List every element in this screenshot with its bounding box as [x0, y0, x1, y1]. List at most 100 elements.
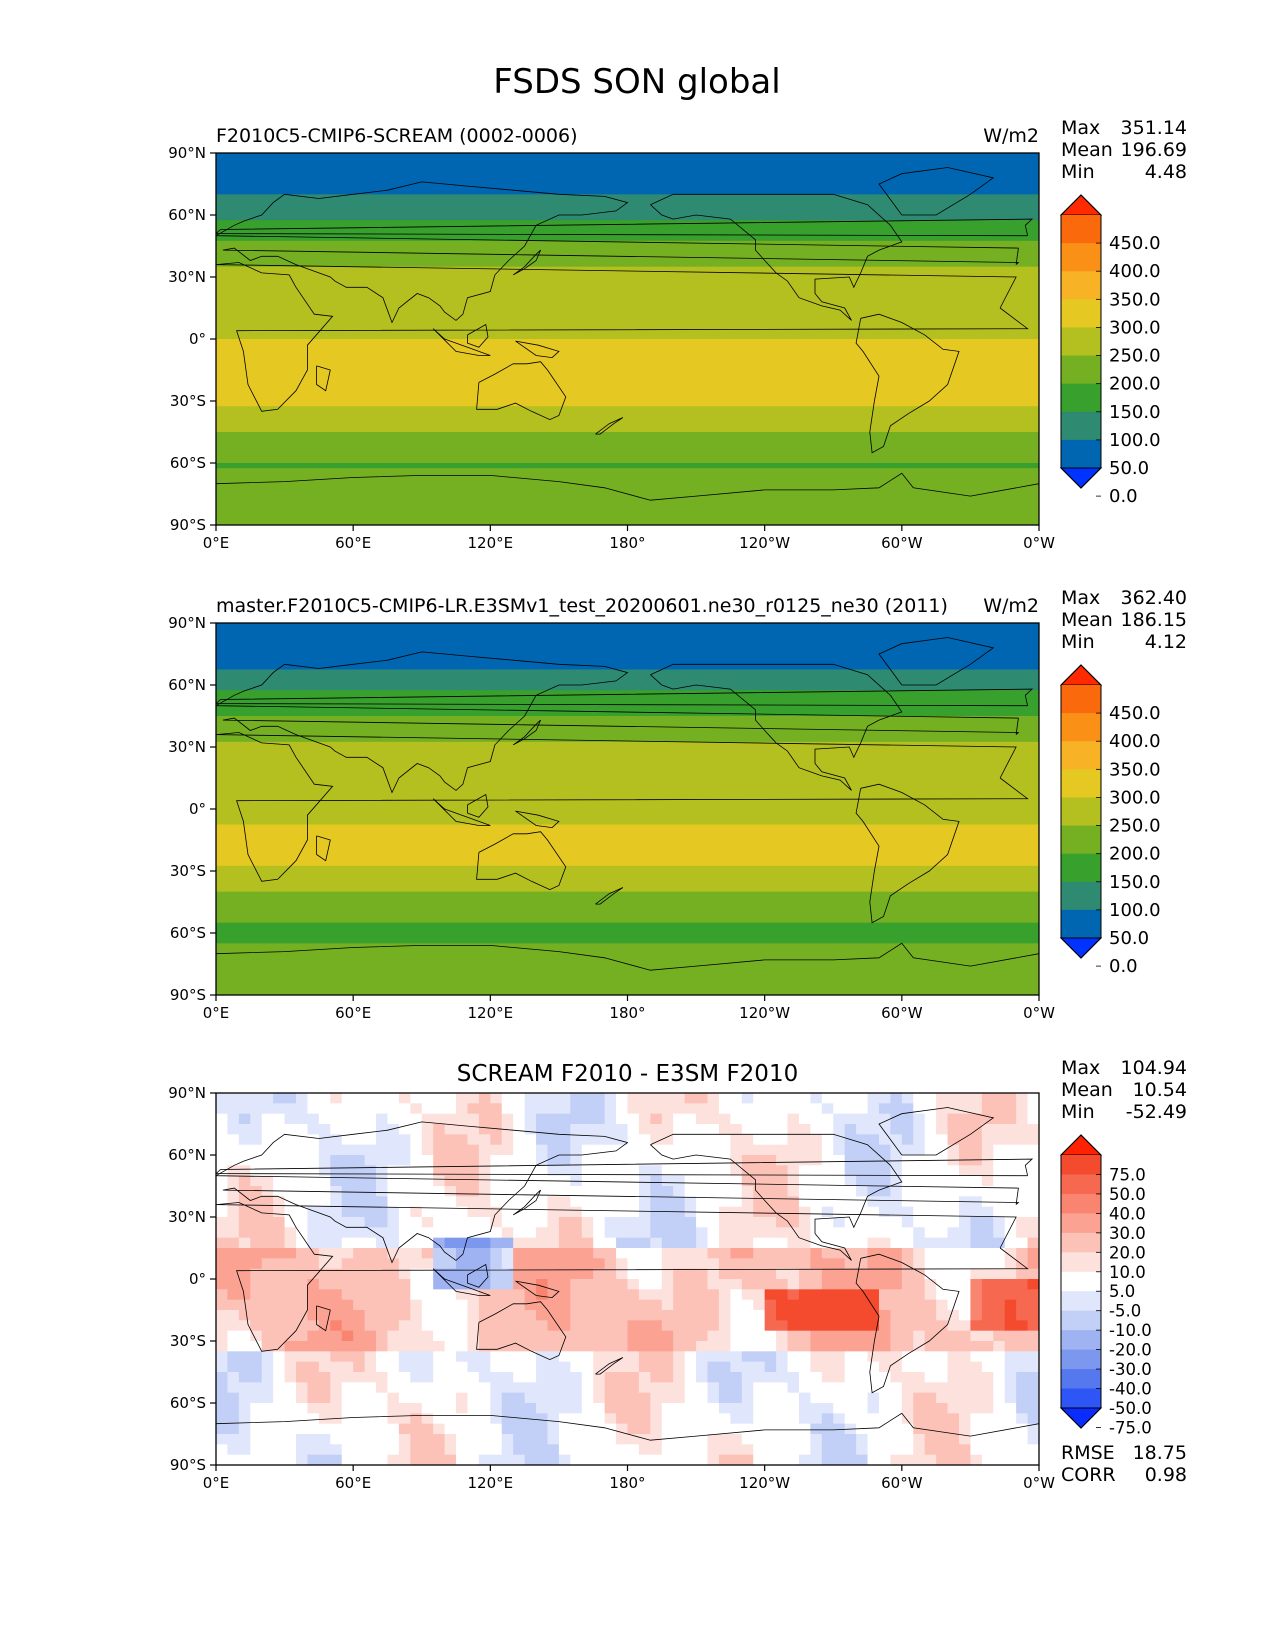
contour-cell: [1016, 1103, 1029, 1115]
contour-cell: [570, 1444, 583, 1456]
contour-band: [216, 209, 1039, 216]
contour-cell: [856, 1392, 869, 1404]
contour-cell: [718, 1403, 731, 1414]
contour-cell: [456, 1103, 468, 1115]
contour-cell: [398, 1392, 411, 1404]
contour-cell: [227, 1155, 240, 1166]
contour-cell: [707, 1341, 720, 1352]
contour-cell: [718, 1227, 731, 1239]
colorbar-extend-top: [1059, 1134, 1103, 1156]
contour-cell: [318, 1361, 331, 1373]
contour-cell: [627, 1434, 640, 1445]
contour-cell: [878, 1124, 891, 1135]
contour-cell: [844, 1279, 857, 1290]
contour-cell: [616, 1310, 628, 1321]
contour-cell: [764, 1341, 777, 1352]
contour-cell: [730, 1330, 743, 1342]
contour-cell: [993, 1413, 1006, 1425]
contour-cell: [821, 1310, 834, 1321]
contour-cell: [776, 1258, 789, 1270]
contour-cell: [901, 1320, 914, 1332]
contour-cell: [387, 1186, 400, 1197]
contour-cell: [490, 1113, 503, 1125]
contour-cell: [410, 1237, 423, 1249]
contour-band: [216, 240, 1039, 247]
contour-cell: [810, 1382, 823, 1394]
contour-cell: [798, 1361, 811, 1373]
contour-cell: [798, 1258, 811, 1270]
contour-cell: [981, 1382, 994, 1394]
contour-cell: [787, 1434, 800, 1445]
contour-cell: [433, 1351, 446, 1363]
contour-cell: [444, 1258, 457, 1270]
contour-cell: [936, 1124, 949, 1135]
contour-cell: [924, 1403, 937, 1414]
contour-cell: [764, 1186, 777, 1197]
contour-band: [216, 323, 1039, 330]
contour-cell: [227, 1103, 240, 1115]
contour-cell: [296, 1258, 308, 1270]
contour-cell: [376, 1186, 388, 1197]
contour-cell: [981, 1165, 994, 1177]
contour-cell: [810, 1403, 823, 1414]
contour-cell: [947, 1165, 960, 1177]
contour-cell: [936, 1217, 949, 1228]
contour-cell: [478, 1434, 491, 1445]
contour-cell: [1027, 1413, 1039, 1425]
contour-cell: [798, 1155, 811, 1166]
contour-cell: [467, 1113, 480, 1125]
contour-cell: [581, 1434, 594, 1445]
contour-cell: [547, 1237, 560, 1249]
contour-cell: [353, 1320, 366, 1332]
contour-cell: [558, 1289, 571, 1301]
contour-cell: [524, 1403, 537, 1414]
contour-band: [216, 246, 1039, 252]
contour-cell: [421, 1372, 434, 1383]
contour-cell: [444, 1423, 457, 1435]
contour-cell: [216, 1248, 228, 1259]
contour-cell: [501, 1361, 514, 1373]
panel-units: W/m2: [983, 595, 1039, 617]
contour-cell: [364, 1268, 377, 1280]
contour-cell: [547, 1299, 560, 1311]
contour-cell: [364, 1320, 377, 1332]
contour-cell: [410, 1165, 423, 1177]
contour-cell: [478, 1248, 491, 1259]
contour-cell: [718, 1258, 731, 1270]
contour-cell: [741, 1382, 754, 1394]
contour-cell: [604, 1113, 617, 1125]
contour-band: [216, 292, 1039, 299]
contour-cell: [330, 1351, 343, 1363]
contour-cell: [696, 1155, 709, 1166]
contour-cell: [284, 1310, 297, 1321]
contour-cell: [410, 1403, 423, 1414]
contour-cell: [433, 1403, 446, 1414]
contour-cell: [810, 1155, 823, 1166]
contour-cell: [890, 1248, 903, 1259]
contour-cell: [810, 1341, 823, 1352]
contour-cell: [558, 1206, 571, 1218]
contour-cell: [433, 1382, 446, 1394]
contour-cell: [1027, 1268, 1039, 1280]
contour-cell: [216, 1392, 228, 1404]
contour-cell: [513, 1124, 526, 1135]
contour-cell: [787, 1258, 800, 1270]
contour-cell: [513, 1155, 526, 1166]
contour-cell: [627, 1454, 640, 1465]
contour-band: [216, 731, 1039, 738]
contour-cell: [684, 1144, 697, 1156]
colorbar-label: -50.0: [1109, 1399, 1152, 1418]
contour-cell: [947, 1206, 960, 1218]
contour-cell: [616, 1341, 628, 1352]
contour-cell: [878, 1351, 891, 1363]
contour-cell: [913, 1206, 926, 1218]
contour-cell: [718, 1165, 731, 1177]
contour-cell: [638, 1206, 651, 1218]
contour-cell: [364, 1310, 377, 1321]
contour-cell: [261, 1454, 274, 1465]
contour-cell: [707, 1258, 720, 1270]
contour-cell: [970, 1361, 983, 1373]
contour-cell: [650, 1310, 663, 1321]
contour-cell: [330, 1361, 343, 1373]
colorbar-swatch: [1061, 439, 1101, 469]
